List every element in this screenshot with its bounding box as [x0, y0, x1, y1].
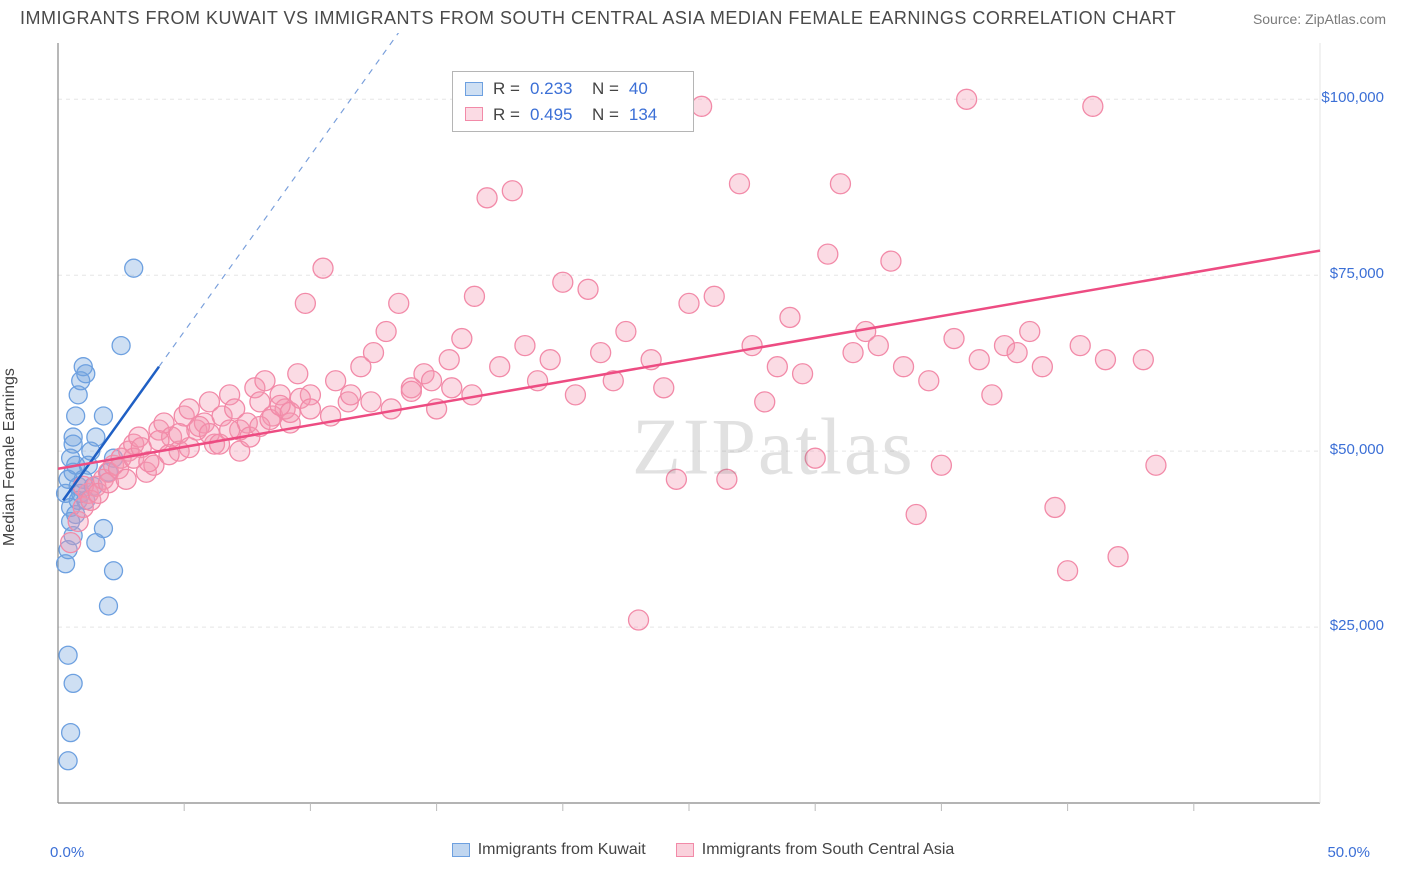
y-tick-labels: $25,000 $50,000 $75,000 $100,000 [1308, 33, 1388, 833]
legend-item: Immigrants from South Central Asia [676, 841, 955, 859]
source-label: Source: ZipAtlas.com [1253, 11, 1386, 27]
y-axis-label: Median Female Earnings [1, 368, 19, 546]
chart-title: IMMIGRANTS FROM KUWAIT VS IMMIGRANTS FRO… [20, 8, 1176, 29]
scatter-plot [50, 33, 1370, 833]
y-tick-label: $75,000 [1330, 265, 1384, 282]
stats-row: R =0.495N =134 [465, 102, 681, 128]
y-tick-label: $50,000 [1330, 441, 1384, 458]
y-tick-label: $100,000 [1321, 89, 1384, 106]
stats-legend-box: R =0.233N =40R =0.495N =134 [452, 71, 694, 132]
stats-row: R =0.233N =40 [465, 76, 681, 102]
legend-item: Immigrants from Kuwait [452, 841, 646, 859]
chart-area: Median Female Earnings $25,000 $50,000 $75… [0, 33, 1406, 863]
bottom-legend: Immigrants from Kuwait Immigrants from So… [0, 841, 1406, 859]
y-tick-label: $25,000 [1330, 617, 1384, 634]
